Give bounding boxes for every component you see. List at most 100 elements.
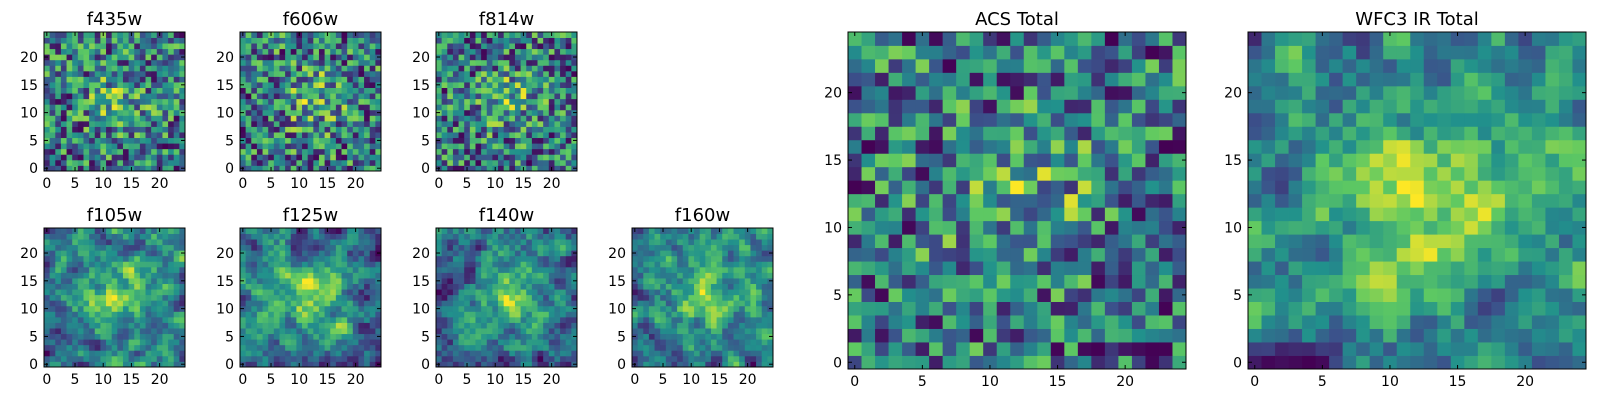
heatmap-cell: [251, 228, 258, 234]
heatmap-cell: [106, 87, 113, 94]
heatmap-cell: [464, 305, 471, 312]
heatmap-cell: [665, 228, 672, 234]
heatmap-cell: [688, 250, 695, 257]
heatmap-cell: [475, 361, 482, 368]
heatmap-cell: [848, 274, 862, 289]
heatmap-cell: [727, 355, 734, 362]
heatmap-cell: [447, 322, 454, 329]
heatmap-cell: [139, 361, 146, 368]
heatmap-cell: [565, 126, 572, 133]
heatmap-cell: [134, 355, 141, 362]
heatmap-cell: [716, 294, 723, 301]
heatmap-cell: [122, 137, 129, 144]
heatmap-cell: [665, 239, 672, 246]
heatmap-cell: [983, 261, 998, 276]
heatmap-cell: [128, 93, 135, 100]
heatmap-cell: [251, 32, 258, 38]
heatmap-cell: [117, 109, 124, 116]
heatmap-cell: [60, 159, 67, 166]
heatmap-cell: [1145, 180, 1160, 195]
heatmap-cell: [1064, 301, 1079, 316]
heatmap-cell: [537, 261, 544, 268]
axes-frame: [435, 31, 578, 172]
heatmap-cell: [100, 37, 107, 44]
heatmap-cell: [100, 255, 107, 262]
heatmap-cell: [168, 82, 175, 88]
heatmap-cell: [151, 339, 158, 346]
heatmap-cell: [503, 70, 510, 77]
heatmap-cell: [318, 93, 325, 100]
axes-frame: [43, 31, 186, 172]
heatmap-cell: [531, 104, 538, 111]
heatmap-cell: [139, 143, 146, 150]
heatmap-cell: [475, 322, 482, 329]
heatmap-cell: [875, 193, 889, 208]
heatmap-cell: [94, 32, 101, 38]
heatmap-cell: [716, 266, 723, 273]
heatmap-cell: [313, 250, 320, 257]
heatmap-cell: [352, 43, 359, 50]
heatmap-cell: [722, 272, 729, 279]
heatmap-cell: [481, 333, 488, 340]
heatmap-cell: [560, 244, 567, 251]
heatmap-cell: [318, 137, 325, 144]
heatmap-cell: [560, 322, 567, 329]
heatmap-cell: [983, 301, 998, 316]
heatmap-cell: [122, 59, 129, 66]
heatmap-cell: [89, 76, 96, 83]
heatmap-cell: [739, 255, 746, 262]
x-tick-label: 15: [123, 372, 141, 388]
heatmap-cell: [251, 261, 258, 268]
heatmap-cell: [268, 109, 275, 116]
heatmap-cell: [296, 115, 303, 122]
heatmap-cell: [145, 126, 152, 133]
heatmap-cell: [111, 37, 118, 44]
heatmap-cell: [929, 220, 944, 235]
heatmap-cell: [486, 104, 493, 111]
heatmap-cell: [969, 234, 984, 249]
heatmap-cell: [94, 98, 101, 105]
heatmap-cell: [486, 350, 493, 357]
heatmap-cell: [677, 261, 684, 268]
heatmap-cell: [375, 93, 382, 100]
heatmap-cell: [710, 333, 717, 340]
heatmap-cell: [739, 244, 746, 251]
heatmap-cell: [285, 126, 292, 133]
heatmap-cell: [139, 311, 146, 318]
heatmap-cell: [245, 239, 252, 246]
heatmap-cell: [251, 350, 258, 357]
heatmap-cell: [122, 132, 129, 139]
heatmap-cell: [156, 70, 163, 77]
heatmap-cell: [364, 132, 371, 139]
heatmap-cell: [128, 137, 135, 144]
heatmap-cell: [520, 87, 527, 94]
heatmap-cell: [710, 272, 717, 279]
heatmap-cell: [66, 87, 73, 94]
heatmap-cell: [441, 266, 448, 273]
heatmap-cell: [369, 148, 376, 155]
heatmap-cell: [727, 233, 734, 240]
heatmap-cell: [969, 355, 984, 370]
heatmap-cell: [654, 266, 661, 273]
heatmap-cell: [66, 43, 73, 50]
heatmap-cell: [548, 37, 555, 44]
heatmap-cell: [251, 98, 258, 105]
heatmap-cell: [767, 294, 774, 301]
heatmap-cell: [750, 311, 757, 318]
heatmap-cell: [117, 228, 124, 234]
heatmap-cell: [134, 316, 141, 323]
heatmap-cell: [296, 289, 303, 296]
heatmap-cell: [49, 355, 56, 362]
heatmap-cell: [347, 37, 354, 44]
heatmap-cell: [654, 250, 661, 257]
heatmap-cell: [122, 65, 129, 72]
heatmap-cell: [699, 233, 706, 240]
heatmap-cell: [537, 328, 544, 335]
heatmap-cell: [94, 233, 101, 240]
heatmap-cell: [330, 143, 337, 150]
heatmap-cell: [134, 294, 141, 301]
heatmap-cell: [106, 115, 113, 122]
heatmap-cell: [648, 294, 655, 301]
heatmap-cell: [565, 289, 572, 296]
heatmap-cell: [447, 132, 454, 139]
